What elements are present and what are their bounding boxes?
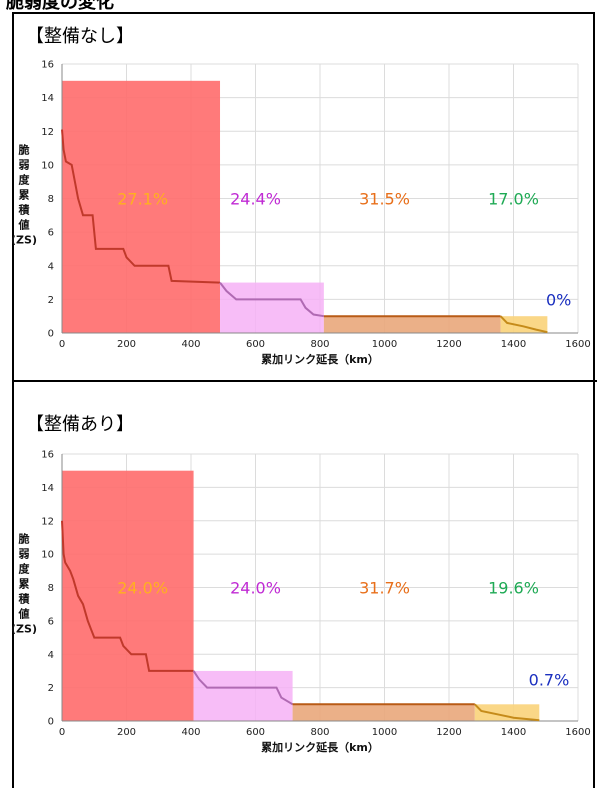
percent-label-4: 19.6% — [488, 579, 539, 598]
y-axis-label: 積 — [18, 592, 31, 606]
y-tick-label: 16 — [41, 60, 54, 71]
series-line-4 — [499, 315, 548, 334]
percent-label-3: 31.7% — [359, 579, 410, 598]
x-tick-label: 1000 — [372, 339, 397, 350]
y-tick-label: 6 — [48, 228, 54, 239]
group-block-2 — [220, 282, 324, 333]
y-tick-label: 4 — [48, 650, 54, 661]
y-tick-label: 2 — [48, 295, 54, 306]
group-block-2 — [193, 670, 293, 721]
x-tick-label: 0 — [59, 339, 65, 350]
y-axis-label: 値 — [18, 218, 30, 232]
y-tick-label: 14 — [41, 93, 54, 104]
percent-label-3: 31.5% — [359, 190, 410, 209]
chart-after: 0 200 400 600 800 1000 1200 1400 1600 0 2 4 6 8 10 12 14… — [11, 450, 591, 755]
x-tick-label: 1200 — [436, 339, 461, 350]
x-tick-label: 1000 — [372, 727, 397, 738]
group-block-1 — [62, 470, 194, 721]
percent-label-2: 24.0% — [230, 579, 281, 598]
y-tick-label: 8 — [48, 583, 54, 594]
series-line-1 — [61, 520, 194, 672]
x-tick-label: 200 — [117, 727, 136, 738]
x-tick-label: 400 — [181, 339, 200, 350]
percent-label-4: 17.0% — [488, 190, 539, 209]
group-block-1 — [62, 80, 221, 333]
section-divider — [12, 380, 597, 382]
y-tick-label: 0 — [48, 329, 54, 340]
y-axis-label: 度 — [19, 562, 31, 576]
group-block-3 — [292, 704, 475, 721]
chart-before: 0 200 400 600 800 1000 1200 1400 1600 0 2 4 6 8 10 12 14… — [11, 60, 591, 367]
y-axis-label: 脆 — [18, 532, 30, 546]
y-axis-label: 値 — [18, 607, 30, 621]
y-axis-label: 弱 — [19, 548, 30, 561]
y-axis-label: 脆 — [18, 143, 30, 157]
x-tick-label: 200 — [117, 339, 136, 350]
percent-label-1: 24.0% — [117, 579, 168, 598]
x-tick-label: 1400 — [501, 727, 526, 738]
y-axis-label: 度 — [19, 173, 31, 187]
y-axis-label: 弱 — [19, 159, 30, 172]
x-tick-label: 1200 — [436, 727, 461, 738]
percent-label-5: 0.7% — [529, 670, 570, 689]
series-line-1 — [61, 129, 221, 284]
x-tick-label: 800 — [310, 339, 329, 350]
x-tick-label: 400 — [181, 727, 200, 738]
panel-heading-before: 【整備なし】 — [26, 26, 134, 47]
y-axis-label: (ZS) — [11, 623, 37, 636]
x-tick-label: 800 — [310, 727, 329, 738]
x-axis-label: 累加リンク延長（km） — [261, 352, 379, 366]
x-tick-label: 1400 — [501, 339, 526, 350]
series-line-2 — [192, 670, 294, 706]
y-tick-label: 16 — [41, 450, 54, 461]
x-tick-label: 0 — [59, 727, 65, 738]
group-block-3 — [323, 316, 501, 333]
y-tick-label: 10 — [41, 550, 54, 561]
percent-label-2: 24.4% — [230, 190, 281, 209]
y-axis-label: 累 — [19, 189, 30, 202]
x-tick-label: 1600 — [565, 339, 590, 350]
y-tick-label: 12 — [41, 127, 54, 138]
percent-label-1: 27.1% — [117, 190, 168, 209]
x-tick-label: 1600 — [565, 727, 590, 738]
panel-heading-after: 【整備あり】 — [26, 414, 134, 435]
y-axis-label: (ZS) — [11, 234, 37, 247]
y-tick-label: 14 — [41, 483, 54, 494]
y-axis-label: 累 — [19, 578, 30, 591]
percent-label-5: 0% — [546, 290, 571, 309]
content-frame — [12, 12, 595, 788]
group-block-4 — [474, 704, 540, 721]
y-tick-label: 2 — [48, 683, 54, 694]
series-line-2 — [219, 281, 325, 318]
x-tick-label: 600 — [246, 727, 265, 738]
y-tick-label: 12 — [41, 516, 54, 527]
y-tick-label: 4 — [48, 261, 54, 272]
y-tick-label: 10 — [41, 160, 54, 171]
page-title: 脆弱度の変化 — [6, 0, 114, 13]
y-axis-label: 積 — [18, 203, 31, 217]
y-tick-label: 6 — [48, 616, 54, 627]
x-tick-label: 600 — [246, 339, 265, 350]
x-axis-label: 累加リンク延長（km） — [261, 740, 379, 754]
y-tick-label: 8 — [48, 194, 54, 205]
series-line-4 — [474, 703, 540, 722]
y-tick-label: 0 — [48, 717, 54, 728]
